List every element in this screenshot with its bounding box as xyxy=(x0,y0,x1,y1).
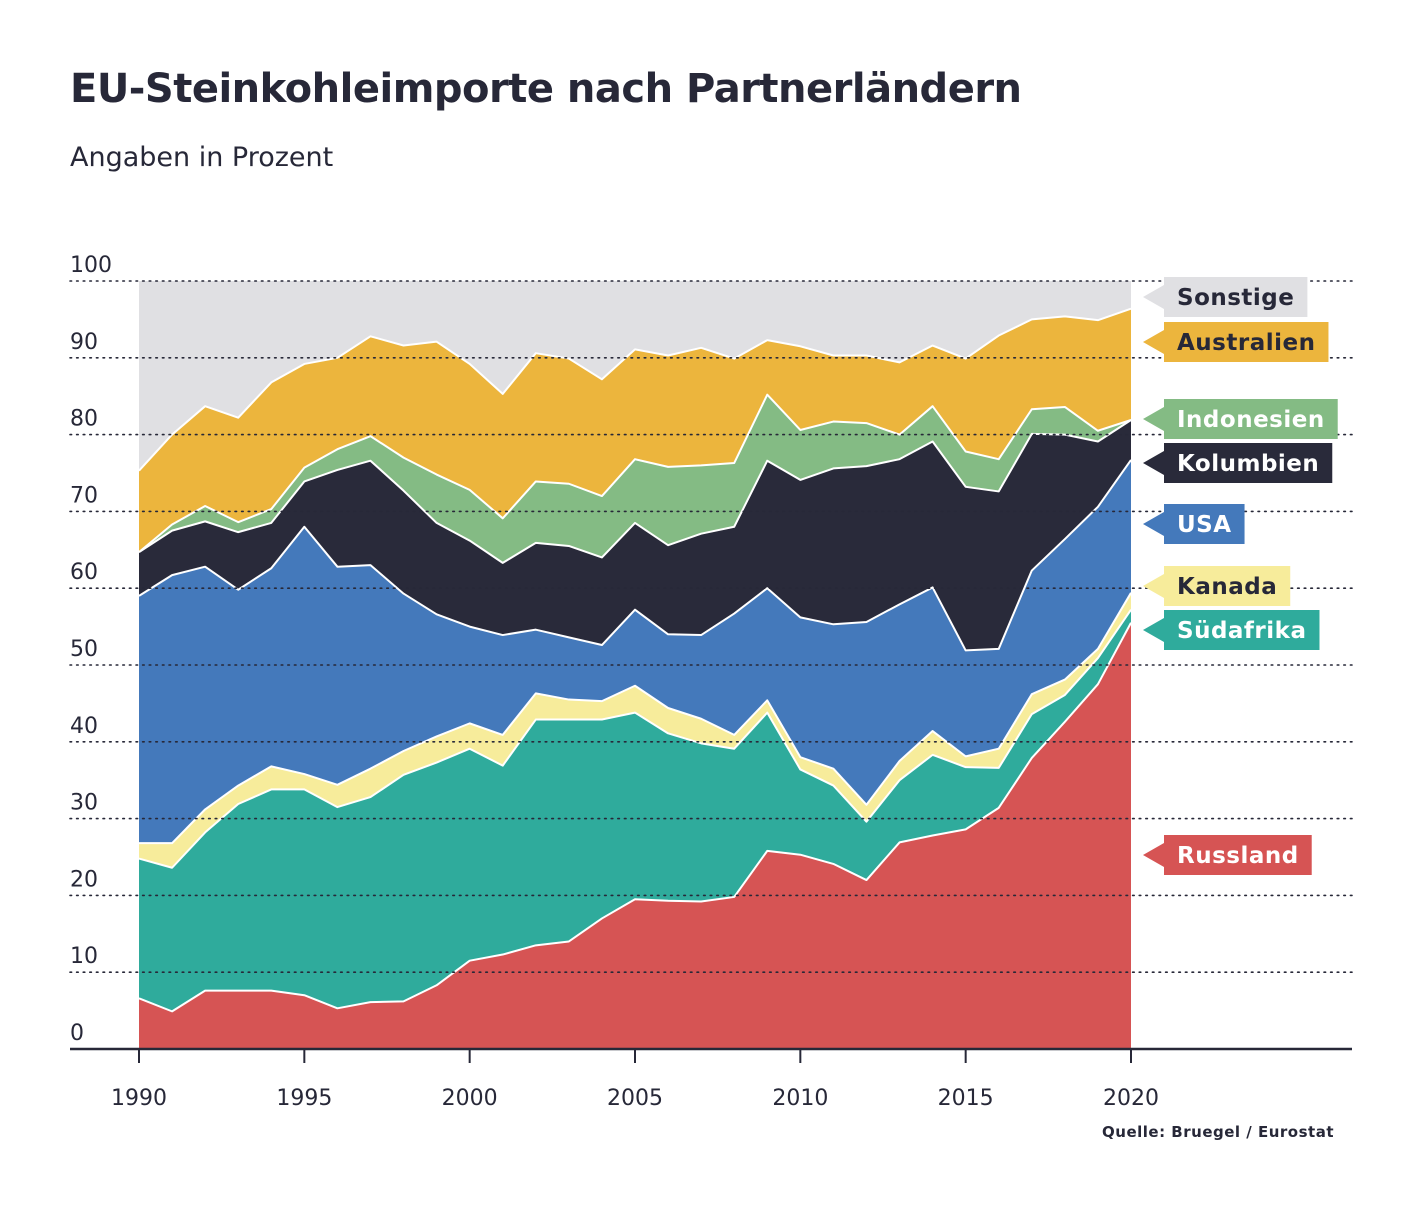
boundary-usa xyxy=(138,459,1132,652)
y-tick-label: 70 xyxy=(70,483,98,508)
boundary-russland xyxy=(138,622,1132,1013)
legend-swatch xyxy=(1164,835,1312,875)
x-tick-label: 1995 xyxy=(276,1086,332,1111)
x-tick-label: 2010 xyxy=(772,1086,828,1111)
area-sonstige xyxy=(139,281,1131,471)
legend-item-usa: USA xyxy=(1143,504,1245,544)
y-tick-label: 30 xyxy=(70,791,98,816)
area-australien xyxy=(139,308,1131,553)
y-tick-label: 40 xyxy=(70,714,98,739)
legend-pointer xyxy=(1143,512,1164,536)
legend-label: Australien xyxy=(1177,330,1315,356)
boundary-suedafrika xyxy=(138,609,1132,869)
x-tick-label: 1990 xyxy=(111,1086,167,1111)
legend-swatch xyxy=(1164,399,1338,439)
legend-item-russland: Russland xyxy=(1143,835,1312,875)
axes: 0 10 20 30 40 50 60 70 80 90 100 1990 1995 2000 2005 20… xyxy=(70,253,1352,1111)
chart-title: EU-Steinkohleimporte nach Partnerländern xyxy=(70,66,1022,112)
area-kolumbien xyxy=(139,420,1131,651)
legend-swatch xyxy=(1164,566,1291,606)
chart-subtitle: Angaben in Prozent xyxy=(70,142,334,173)
legend-label: Sonstige xyxy=(1177,285,1294,311)
area-kanada xyxy=(139,592,1131,868)
x-tick-label: 2000 xyxy=(442,1086,498,1111)
y-tick-label: 80 xyxy=(70,407,98,432)
legend-pointer xyxy=(1143,330,1164,354)
legend-swatch xyxy=(1164,610,1320,650)
legend-label: Kanada xyxy=(1177,574,1277,600)
legend-label: Kolumbien xyxy=(1177,451,1319,477)
x-tick-label: 2015 xyxy=(938,1086,994,1111)
y-tick-label: 10 xyxy=(70,944,98,969)
area-usa xyxy=(139,459,1131,844)
area-russland xyxy=(139,622,1131,1049)
legend-swatch xyxy=(1164,277,1308,317)
legend-pointer xyxy=(1143,285,1164,309)
legend-pointer xyxy=(1143,407,1164,431)
y-tick-label: 0 xyxy=(70,1021,84,1046)
boundary-kanada xyxy=(139,592,1132,845)
boundary-indonesien xyxy=(138,393,1132,553)
legend-pointer xyxy=(1143,843,1164,867)
legend-pointer xyxy=(1143,574,1164,598)
legend-swatch xyxy=(1164,504,1245,544)
x-tick-label: 2020 xyxy=(1103,1086,1159,1111)
legend-pointer xyxy=(1143,618,1164,642)
legend-item-suedafrika: Südafrika xyxy=(1143,610,1320,650)
legend-item-kanada: Kanada xyxy=(1143,566,1291,606)
y-tick-label: 60 xyxy=(70,560,98,585)
legend-label: Russland xyxy=(1177,843,1299,869)
gridlines xyxy=(69,280,1353,974)
y-tick-label: 20 xyxy=(70,867,98,892)
area-suedafrika xyxy=(139,609,1131,1012)
legend-pointer xyxy=(1143,451,1164,475)
boundary-australien xyxy=(138,307,1132,472)
legend-label: Südafrika xyxy=(1177,618,1306,644)
stacked-areas xyxy=(138,281,1132,1049)
legend-swatch xyxy=(1164,322,1329,362)
legend-item-indonesien: Indonesien xyxy=(1143,399,1338,439)
legend-item-sonstige: Sonstige xyxy=(1143,277,1308,317)
source-note: Quelle: Bruegel / Eurostat xyxy=(1102,1123,1334,1141)
legend: Russland Südafrika Kanada USA Kolumbien Indon… xyxy=(1143,277,1338,875)
y-tick-label: 90 xyxy=(70,330,98,355)
x-tick-label: 2005 xyxy=(607,1086,663,1111)
y-tick-label: 100 xyxy=(70,253,112,278)
legend-swatch xyxy=(1164,443,1333,483)
boundary-kolumbien xyxy=(138,419,1132,564)
area-indonesien xyxy=(139,394,1131,563)
legend-label: Indonesien xyxy=(1177,407,1325,433)
y-tick-label: 50 xyxy=(70,637,98,662)
legend-label: USA xyxy=(1177,512,1232,538)
legend-item-australien: Australien xyxy=(1143,322,1329,362)
legend-item-kolumbien: Kolumbien xyxy=(1143,443,1333,483)
